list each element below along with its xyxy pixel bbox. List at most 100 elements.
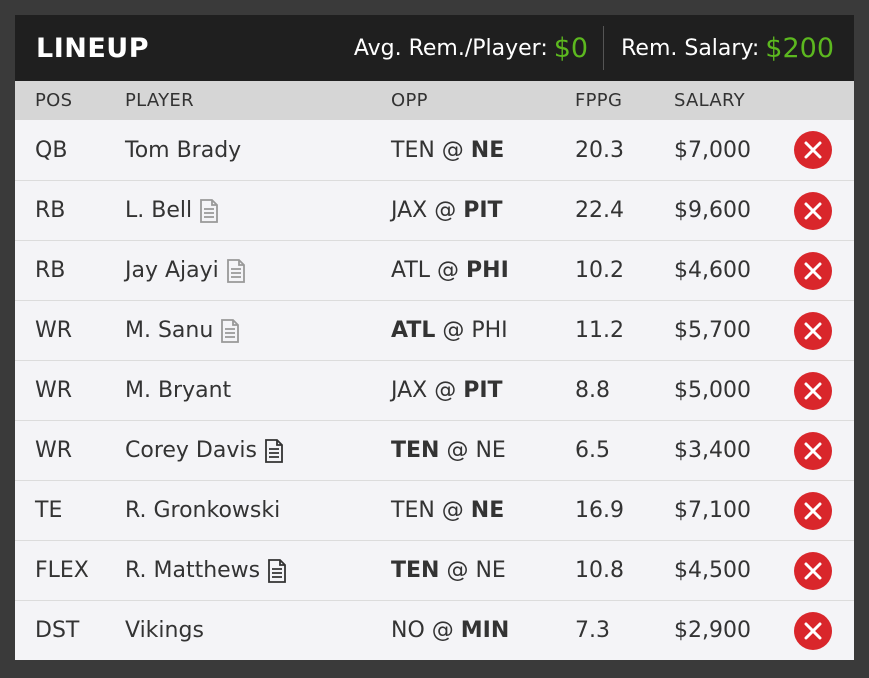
col-pos: POS (35, 90, 73, 111)
player-news-icon[interactable] (264, 438, 284, 463)
salary-cell: $7,100 (674, 498, 751, 523)
home-team: PHI (471, 318, 508, 343)
opponent-cell: TEN @ NE (391, 138, 504, 163)
salary-cell: $9,600 (674, 198, 751, 223)
table-row: TE R. Gronkowski TEN @ NE 16.9 $7,100 (15, 480, 854, 540)
player-cell: R. Gronkowski (125, 498, 280, 523)
remove-player-button[interactable] (794, 551, 832, 590)
away-team: JAX (391, 378, 428, 403)
position-cell: FLEX (35, 558, 89, 583)
player-cell: Vikings (125, 618, 204, 643)
column-headers: POS PLAYER OPP FPPG SALARY (15, 81, 854, 120)
position-cell: RB (35, 258, 66, 283)
home-team: PIT (463, 378, 503, 403)
player-name[interactable]: R. Gronkowski (125, 498, 281, 523)
away-team: ATL (391, 318, 436, 343)
away-team: TEN (391, 558, 440, 583)
table-row: WR M. Bryant JAX @ PIT 8.8 $5,000 (15, 360, 854, 420)
avg-remaining-value: $0 (553, 32, 589, 64)
fppg-cell: 6.5 (575, 438, 610, 463)
opponent-cell: TEN @ NE (391, 498, 504, 523)
player-cell: M. Sanu (125, 318, 240, 343)
opponent-cell: NO @ MIN (391, 618, 509, 643)
fppg-cell: 20.3 (575, 137, 624, 163)
close-icon[interactable] (794, 431, 832, 470)
table-row: QB Tom Brady TEN @ NE 20.3 $7,000 (15, 120, 854, 180)
player-name[interactable]: M. Sanu (125, 318, 214, 343)
player-name[interactable]: Corey Davis (125, 438, 257, 463)
remove-player-button[interactable] (794, 491, 832, 530)
lineup-rows: QB Tom Brady TEN @ NE 20.3 $7,000 RB L. … (15, 120, 854, 660)
player-news-icon[interactable] (267, 558, 287, 583)
table-row: WR M. Sanu ATL @ PHI 11.2 $5,700 (15, 300, 854, 360)
col-salary: SALARY (674, 90, 745, 111)
remove-player-button[interactable] (794, 311, 832, 350)
at-symbol: @ (442, 318, 472, 343)
avg-remaining-label: Avg. Rem./Player: (353, 35, 548, 61)
home-team: MIN (460, 618, 510, 643)
position-cell: WR (35, 438, 73, 463)
close-icon[interactable] (794, 191, 832, 230)
opponent-cell: ATL @ PHI (391, 318, 508, 343)
remove-player-button[interactable] (794, 431, 832, 470)
away-team: TEN (391, 137, 435, 163)
away-team: NO (391, 618, 425, 643)
close-icon[interactable] (794, 491, 832, 530)
player-news-icon[interactable] (226, 258, 246, 283)
salary-cell: $4,500 (674, 558, 751, 583)
fppg-cell: 10.8 (575, 558, 624, 583)
table-row: RB Jay Ajayi ATL @ PHI 10.2 $4,600 (15, 240, 854, 300)
remove-player-button[interactable] (794, 251, 832, 290)
at-symbol: @ (446, 438, 476, 463)
fppg-cell: 11.2 (575, 318, 624, 343)
player-name[interactable]: M. Bryant (125, 378, 232, 403)
player-name[interactable]: Tom Brady (125, 137, 242, 163)
close-icon[interactable] (794, 251, 832, 290)
remove-player-button[interactable] (794, 611, 832, 650)
fppg-cell: 16.9 (575, 498, 624, 523)
remove-player-button[interactable] (794, 371, 832, 410)
fppg-cell: 8.8 (575, 378, 610, 403)
player-news-icon[interactable] (220, 318, 240, 343)
salary-cell: $4,600 (674, 258, 751, 283)
player-news-icon[interactable] (199, 198, 219, 223)
player-name[interactable]: Jay Ajayi (125, 258, 219, 283)
at-symbol: @ (446, 558, 476, 583)
remove-player-button[interactable] (794, 191, 832, 230)
col-fppg: FPPG (575, 90, 623, 111)
home-team: NE (470, 137, 505, 163)
player-name[interactable]: R. Matthews (125, 558, 261, 583)
close-icon[interactable] (794, 611, 832, 650)
opponent-cell: JAX @ PIT (391, 198, 503, 223)
opponent-cell: ATL @ PHI (391, 258, 509, 283)
table-row: WR Corey Davis TEN @ NE 6.5 $3,400 (15, 420, 854, 480)
col-opp: OPP (391, 90, 428, 111)
at-symbol: @ (434, 198, 464, 223)
position-cell: QB (35, 137, 68, 163)
lineup-title: LINEUP (36, 32, 150, 64)
table-row: FLEX R. Matthews TEN @ NE 10.8 $4,500 (15, 540, 854, 600)
player-cell: M. Bryant (125, 378, 231, 403)
player-cell: Tom Brady (125, 138, 241, 163)
fppg-cell: 7.3 (575, 618, 610, 643)
at-symbol: @ (434, 378, 464, 403)
close-icon[interactable] (794, 551, 832, 590)
player-cell: Corey Davis (125, 438, 284, 463)
lineup-header: LINEUP Avg. Rem./Player: $0 Rem. Salary:… (15, 15, 854, 81)
player-name[interactable]: Vikings (125, 618, 204, 643)
close-icon[interactable] (794, 131, 832, 169)
player-name[interactable]: L. Bell (125, 198, 193, 223)
away-team: TEN (391, 438, 440, 463)
player-cell: R. Matthews (125, 558, 287, 583)
remove-player-button[interactable] (794, 131, 832, 169)
close-icon[interactable] (794, 371, 832, 410)
home-team: NE (475, 438, 506, 463)
home-team: PHI (466, 258, 509, 283)
home-team: PIT (463, 198, 503, 223)
home-team: NE (475, 558, 506, 583)
remaining-salary-label: Rem. Salary: (621, 35, 760, 61)
player-cell: Jay Ajayi (125, 258, 246, 283)
close-icon[interactable] (794, 311, 832, 350)
salary-cell: $3,400 (674, 438, 751, 463)
salary-cell: $7,000 (674, 137, 751, 163)
